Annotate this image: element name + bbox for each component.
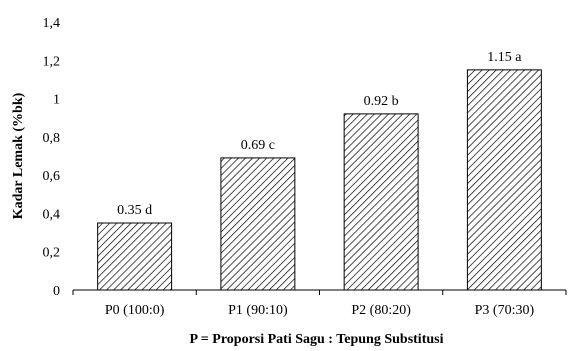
x-tick-label: P0 (100:0)	[105, 303, 165, 318]
y-tick-label: 0	[53, 284, 60, 299]
x-axis-ticks: P0 (100:0) P1 (90:10) P2 (80:20) P3 (70:30)	[72, 290, 567, 318]
data-label: 0.69 c	[241, 138, 275, 153]
x-tick-label: P2 (80:20)	[351, 303, 411, 318]
data-label: 0.92 b	[364, 94, 399, 109]
y-tick-label: 1,4	[43, 16, 61, 31]
y-tick-label: 0,4	[43, 207, 61, 222]
bar	[220, 157, 296, 291]
bar	[97, 222, 173, 291]
data-labels: 0.35 d 0.69 c 0.92 b 1.15 a	[117, 50, 522, 218]
data-label: 0.35 d	[117, 203, 152, 218]
y-tick-label: 0,6	[43, 169, 61, 184]
y-axis-title: Kadar Lemak (%bk)	[11, 92, 26, 219]
y-tick-label: 0,2	[43, 246, 61, 261]
x-tick-label: P1 (90:10)	[228, 303, 288, 318]
data-label: 1.15 a	[487, 50, 522, 65]
y-tick-label: 0,8	[43, 131, 61, 146]
y-tick-label: 1,2	[43, 54, 61, 69]
y-tick-label: 1	[53, 93, 60, 108]
x-axis-title: P = Proporsi Pati Sagu : Tepung Substitu…	[190, 332, 444, 347]
y-axis-ticks: 0 0,2 0,4 0,6 0,8 1 1,2 1,4	[43, 16, 61, 299]
x-tick-label: P3 (70:30)	[475, 303, 535, 318]
bar	[466, 69, 542, 291]
bars	[97, 69, 542, 291]
bar	[343, 113, 419, 291]
